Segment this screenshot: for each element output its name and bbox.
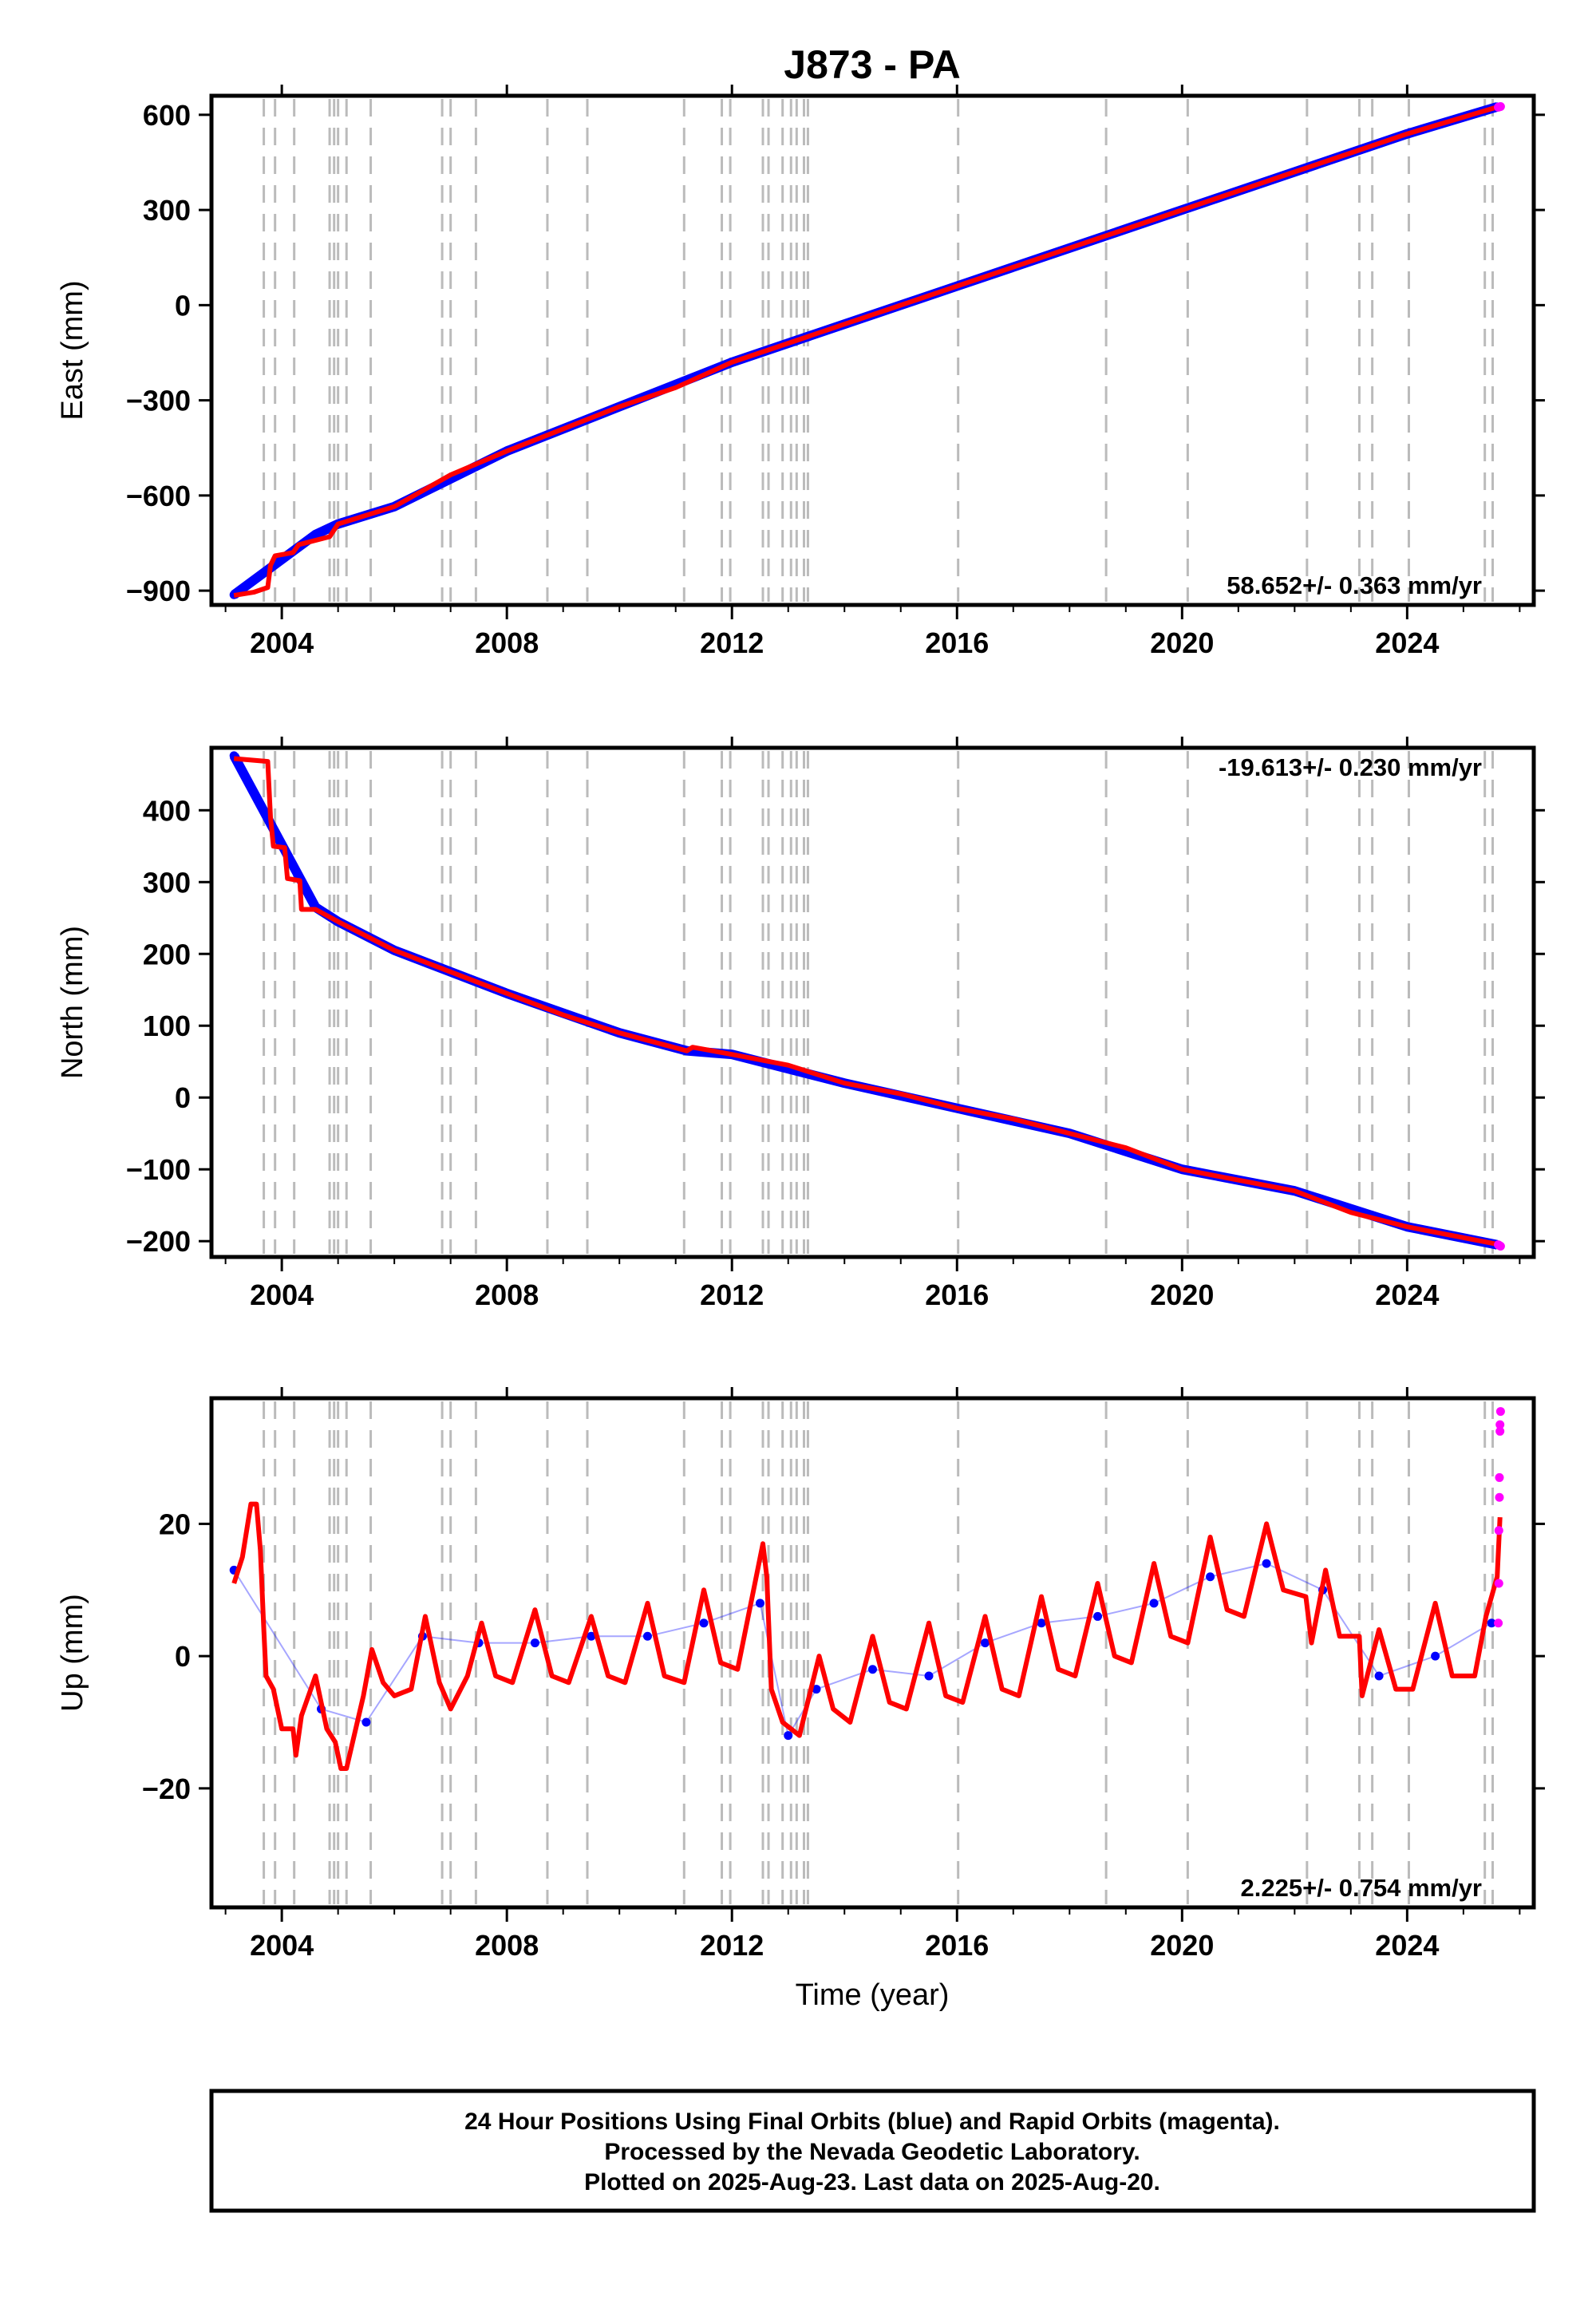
x-tick-label: 2012	[700, 1929, 764, 1962]
final-orbit-point	[784, 1731, 793, 1741]
y-tick-label: 0	[175, 289, 191, 322]
final-orbit-point	[755, 1599, 764, 1608]
y-tick-label: 200	[143, 938, 191, 970]
model-fit-line	[231, 1501, 1503, 1771]
final-orbit-point	[868, 1665, 877, 1674]
final-orbit-point	[981, 1638, 990, 1648]
plot-frame	[209, 745, 1536, 1259]
final-orbit-point	[642, 1631, 652, 1641]
x-tick-label: 2008	[475, 626, 539, 659]
x-tick-label: 2020	[1150, 1929, 1214, 1962]
velocity-annotation: -19.613+/- 0.230 mm/yr	[1219, 753, 1482, 781]
footer-box	[209, 2089, 1536, 2213]
final-orbit-point	[1037, 1618, 1046, 1628]
final-orbit-point	[699, 1618, 709, 1628]
y-tick-label: −300	[126, 385, 191, 417]
x-tick-label: 2004	[250, 1929, 314, 1962]
plot-frame	[209, 1396, 1536, 1910]
x-tick-label: 2016	[925, 1929, 989, 1962]
rapid-orbit-point	[1495, 1472, 1504, 1482]
final-orbit-trace	[229, 753, 1499, 1250]
x-tick-label: 2024	[1375, 1929, 1439, 1962]
x-tick-label: 2004	[250, 1279, 314, 1311]
final-orbit-point	[1431, 1651, 1440, 1661]
y-tick-label: −20	[142, 1773, 191, 1805]
rapid-orbit-point	[1495, 1420, 1505, 1429]
y-tick-label: 400	[143, 794, 191, 827]
x-tick-label: 2020	[1150, 626, 1214, 659]
final-orbit-point	[1149, 1599, 1159, 1608]
x-tick-label: 2024	[1375, 626, 1439, 659]
rapid-orbit-point	[1495, 1407, 1505, 1417]
final-orbit-point	[1487, 1618, 1496, 1628]
plot-frame	[209, 93, 1536, 607]
up-panel: 2004 2008 2012 2016 2020 2024 −20 0 20 Up (mm) 2.2…	[56, 1387, 1545, 1962]
y-tick-label: 100	[143, 1010, 191, 1042]
north-panel: 2004 2008 2012 2016 2020 2024 −200 −100 0 100 200 3…	[56, 737, 1545, 1311]
model-fit-line	[233, 756, 1501, 1247]
final-orbit-point	[1262, 1559, 1271, 1568]
rapid-orbit-point	[1495, 1492, 1504, 1502]
rapid-orbit-point	[1495, 1242, 1505, 1251]
footer-line-3: Plotted on 2025-Aug-23. Last data on 202…	[584, 2169, 1160, 2195]
x-tick-label: 2020	[1150, 1279, 1214, 1311]
final-orbit-trace	[233, 1563, 1492, 1737]
velocity-annotation: 2.225+/- 0.754 mm/yr	[1241, 1874, 1482, 1902]
y-tick-label: −600	[126, 480, 191, 512]
y-axis-label: East (mm)	[56, 280, 89, 420]
x-tick-label: 2012	[700, 626, 764, 659]
y-axis-label: North (mm)	[56, 926, 89, 1079]
x-axis-label: Time (year)	[796, 1978, 950, 2012]
final-orbit-point	[1093, 1611, 1103, 1621]
model-fit-line	[233, 104, 1501, 599]
y-tick-label: −200	[126, 1225, 191, 1258]
x-tick-label: 2012	[700, 1279, 764, 1311]
final-orbit-point	[587, 1631, 596, 1641]
final-orbit-point	[1206, 1572, 1215, 1582]
y-tick-label: 20	[159, 1508, 191, 1540]
final-orbit-point	[530, 1638, 539, 1648]
y-tick-label: −100	[126, 1153, 191, 1186]
final-orbit-point	[812, 1685, 821, 1694]
east-panel: 2004 2008 2012 2016 2020 2024 −900 −600 −300 0 300…	[56, 85, 1545, 659]
velocity-annotation: 58.652+/- 0.363 mm/yr	[1227, 571, 1482, 599]
final-orbit-point	[924, 1671, 934, 1681]
x-tick-label: 2016	[925, 1279, 989, 1311]
x-tick-label: 2016	[925, 626, 989, 659]
x-tick-label: 2008	[475, 1929, 539, 1962]
rapid-orbit-point	[1494, 1618, 1503, 1628]
y-tick-label: 300	[143, 866, 191, 899]
final-orbit-point	[361, 1717, 371, 1727]
x-tick-label: 2024	[1375, 1279, 1439, 1311]
footer-line-1: 24 Hour Positions Using Final Orbits (bl…	[464, 2109, 1280, 2135]
y-tick-label: 0	[175, 1640, 191, 1673]
rapid-orbit-point	[1495, 1426, 1505, 1436]
x-tick-label: 2004	[250, 626, 314, 659]
footer-line-2: Processed by the Nevada Geodetic Laborat…	[604, 2139, 1140, 2165]
rapid-orbit-point	[1494, 1526, 1503, 1535]
chart-title: J873 - PA	[784, 42, 960, 87]
x-tick-label: 2008	[475, 1279, 539, 1311]
y-tick-label: 600	[143, 99, 191, 132]
y-tick-label: 0	[175, 1081, 191, 1114]
y-axis-label: Up (mm)	[56, 1594, 89, 1712]
rapid-orbit-point	[1495, 102, 1505, 112]
y-tick-label: 300	[143, 194, 191, 227]
y-tick-label: −900	[126, 575, 191, 607]
final-orbit-point	[1374, 1671, 1384, 1681]
final-orbit-trace	[231, 102, 1499, 599]
rapid-orbit-point	[1494, 1579, 1503, 1588]
